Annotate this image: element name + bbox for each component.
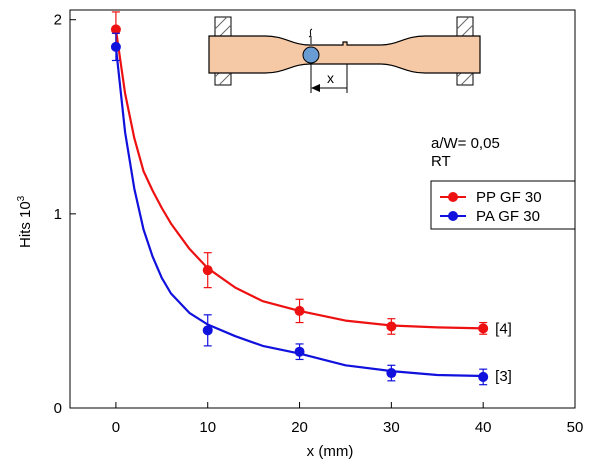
data-point-pa [294, 346, 305, 357]
fit-curve-pa [114, 46, 484, 378]
x-tick-label: 40 [475, 419, 492, 436]
series-ref-pa: [3] [495, 368, 512, 385]
data-point-pa [478, 371, 489, 382]
data-point-pa [202, 325, 213, 336]
y-tick-label: 0 [54, 400, 62, 417]
x-tick-label: 20 [291, 419, 308, 436]
data-point-pp [202, 265, 213, 276]
specimen-inset: x [208, 16, 481, 93]
data-point-pa [386, 368, 397, 379]
dimension-arrowhead [311, 84, 320, 92]
legend-marker-pa [448, 211, 458, 221]
data-point-pp [110, 24, 121, 35]
legend-box [430, 180, 576, 230]
axes: 0 10 20 30 40 50 0 1 2 [54, 12, 584, 436]
fit-curve-pp [114, 29, 484, 330]
impactor-ball [302, 46, 320, 64]
annotation-rt: RT [431, 153, 451, 170]
data-points: [4] [3] [110, 11, 512, 386]
x-tick-label: 50 [567, 419, 584, 436]
x-tick-label: 0 [112, 419, 120, 436]
legend-label-pa: PA GF 30 [476, 208, 540, 225]
x-axis-label: x (mm) [307, 443, 354, 460]
legend: PP GF 30 PA GF 30 [430, 180, 576, 230]
x-tick-label: 10 [199, 419, 216, 436]
annotation-aw: a/W= 0,05 [431, 135, 500, 152]
x-tick-label: 30 [383, 419, 400, 436]
specimen-body [208, 35, 481, 74]
data-point-pp [478, 323, 489, 334]
series-ref-pp: [4] [495, 320, 512, 337]
dimension-label: x [327, 70, 334, 86]
fit-curves [114, 29, 484, 378]
legend-label-pp: PP GF 30 [476, 189, 542, 206]
y-axis-label: Hits 103 [16, 195, 34, 248]
y-tick-label: 2 [54, 12, 62, 29]
data-point-pp [386, 321, 397, 332]
data-point-pa [110, 41, 121, 52]
y-axis-label-exponent: 3 [16, 195, 27, 201]
impact-hook [308, 28, 313, 38]
legend-marker-pp [448, 192, 458, 202]
data-point-pp [294, 305, 305, 316]
y-tick-label: 1 [54, 206, 62, 223]
